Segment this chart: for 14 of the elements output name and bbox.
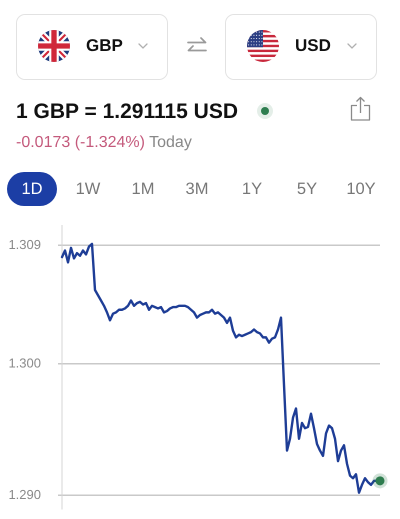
y-tick-label: 1.309 [8,236,41,252]
text: 10Y [346,180,376,198]
text: 1W [76,180,100,198]
text: USD [295,36,331,56]
text: 1Y [242,180,262,198]
text: 1M [132,180,154,198]
chart-subtitle: -0.0173 (-1.324%) Today [16,133,192,152]
chart-title: 1 GBP = 1.291115 USD [16,100,238,124]
text: 5Y [296,180,318,198]
y-tick-label: 1.290 [8,486,41,502]
text: 3M [186,180,208,198]
text: GBP [86,36,123,56]
selected-period-pill: 1D [7,172,57,206]
y-tick-label: 1.300 [8,355,41,370]
